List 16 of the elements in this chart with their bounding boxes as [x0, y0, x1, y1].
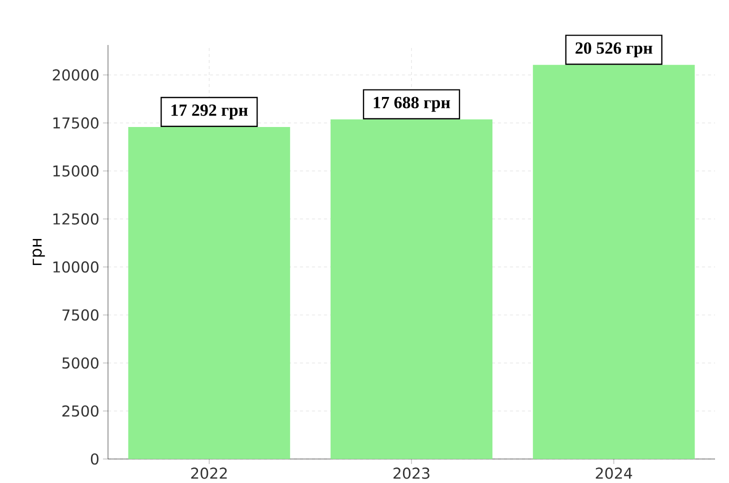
y-tick-label: 15000: [53, 165, 98, 177]
data-label: 20 526 грн: [576, 42, 652, 58]
y-tick-label: 10000: [53, 261, 98, 273]
y-tick-label: 17500: [53, 117, 98, 129]
x-tick-label: 2024: [596, 468, 632, 479]
y-tick-label: 12500: [53, 213, 98, 225]
data-label: 17 292 грн: [172, 104, 248, 120]
y-tick-label: 20000: [52, 69, 98, 81]
y-tick-label: 2500: [62, 405, 98, 417]
y-axis-title: грн: [32, 238, 45, 266]
y-tick-label: 0: [90, 453, 98, 465]
data-label: 17 688 грн: [374, 96, 450, 112]
x-tick-label: 2022: [191, 468, 227, 479]
y-tick-label: 7500: [62, 309, 98, 321]
y-tick-label: 5000: [62, 357, 98, 369]
x-tick-label: 2023: [394, 468, 430, 479]
